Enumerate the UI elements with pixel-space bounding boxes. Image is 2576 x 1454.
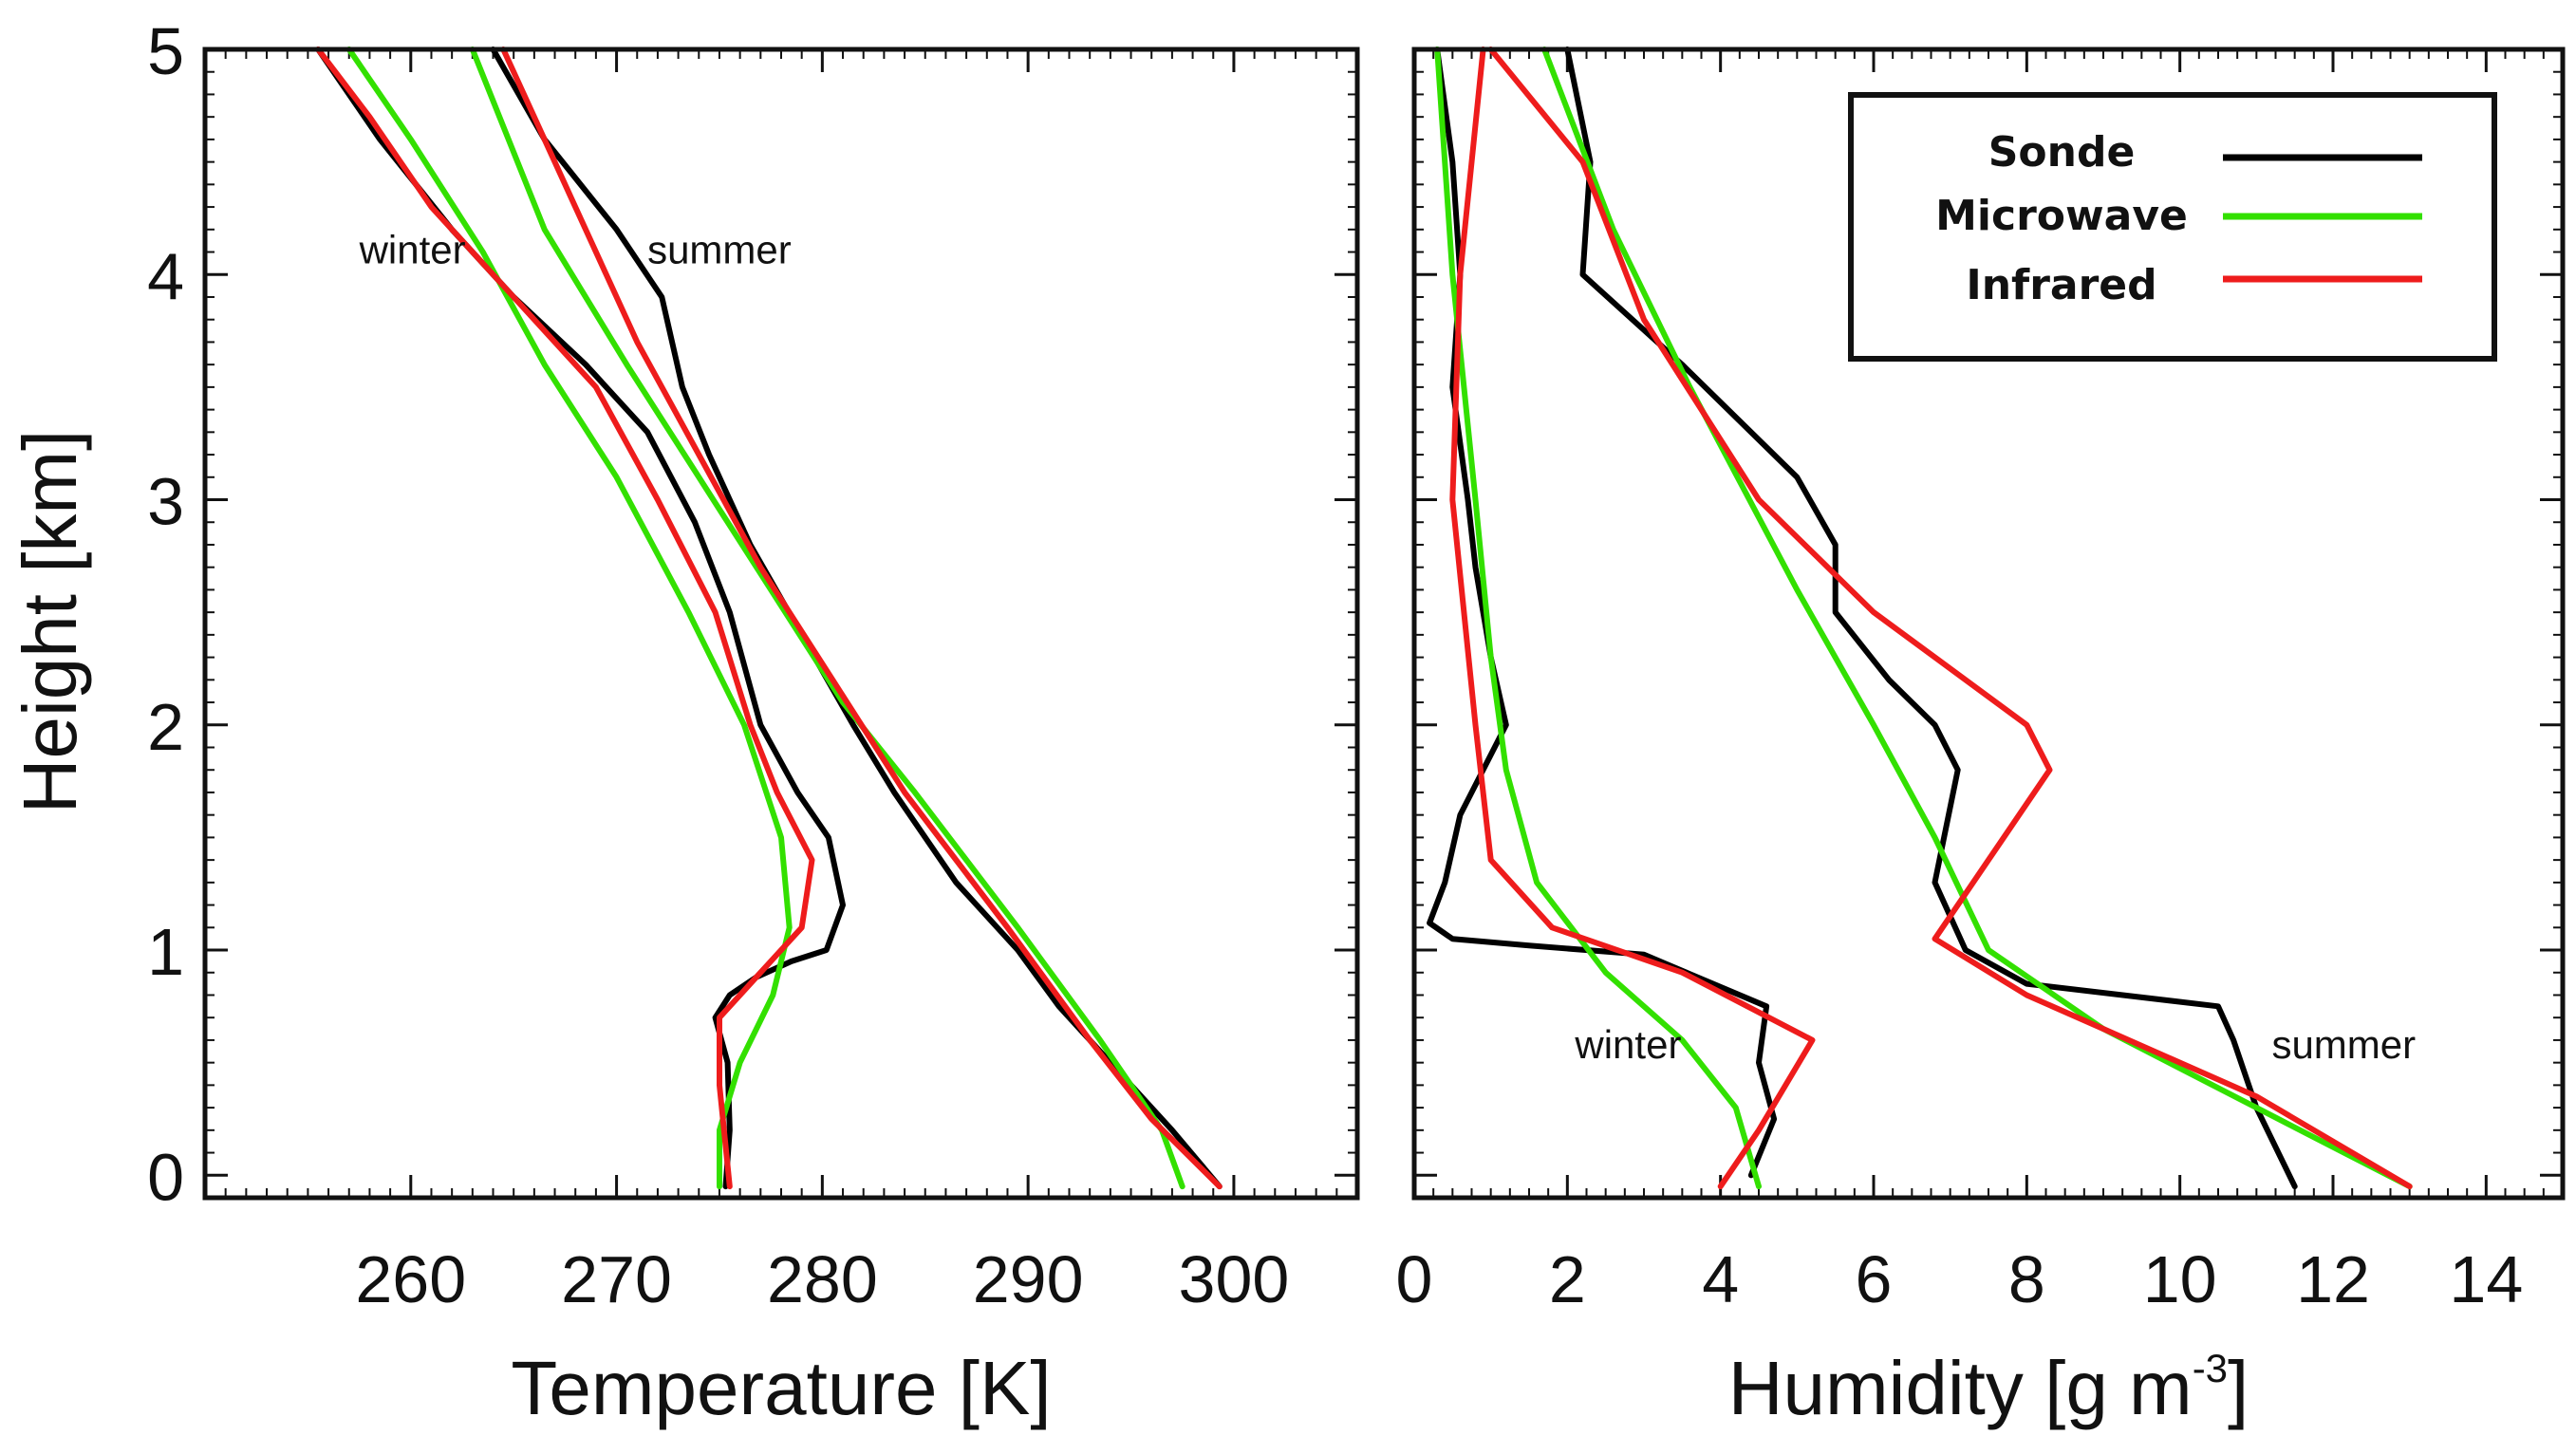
- temperature-x-tick-label: 280: [767, 1242, 878, 1316]
- humidity-summer-microwave-line: [1541, 47, 2413, 1190]
- humidity-summer-infrared-line: [1487, 47, 2413, 1190]
- legend-label-infrared: Infrared: [1966, 261, 2156, 309]
- temperature-axis-title: Temperature [K]: [511, 1346, 1051, 1430]
- humidity-axis-title-superscript: -3: [2193, 1346, 2228, 1390]
- humidity-summer-sonde-line: [1564, 47, 2298, 1190]
- temperature-x-tick-label: 260: [355, 1242, 466, 1316]
- humidity-x-tick-label: 2: [1549, 1242, 1586, 1316]
- temperature-y-tick-label: 5: [147, 14, 184, 88]
- humidity-x-tick-label: 4: [1702, 1242, 1739, 1316]
- temperature-ticks: [204, 47, 1358, 1198]
- temperature-summer-sonde-line: [490, 47, 1223, 1190]
- temperature-annotation-summer: summer: [647, 227, 792, 271]
- legend: Sonde Microwave Infrared: [1848, 92, 2497, 362]
- temperature-panel: 260 270 280 290 300 0 1 2 3 4 5 winter summer Tempe…: [8, 14, 1360, 1430]
- temperature-y-tick-label: 1: [147, 915, 184, 989]
- temperature-plot-frame: [202, 47, 1360, 1201]
- legend-box: [1848, 92, 2497, 362]
- humidity-axis-title-main: Humidity [g m: [1728, 1346, 2193, 1430]
- humidity-winter-microwave-line: [1434, 47, 1762, 1190]
- humidity-x-tick-label: 12: [2296, 1242, 2370, 1316]
- temperature-tick-labels: 260 270 280 290 300 0 1 2 3 4 5: [147, 14, 1289, 1316]
- temperature-annotation-winter: winter: [359, 227, 466, 271]
- legend-label-microwave: Microwave: [1935, 192, 2188, 240]
- humidity-tick-labels: 0 2 4 6 8 10 12 14: [1396, 1242, 2524, 1316]
- height-axis-title: Height [km]: [8, 430, 92, 814]
- temperature-x-tick-label: 290: [973, 1242, 1084, 1316]
- humidity-annotation-summer: summer: [2271, 1022, 2416, 1067]
- temperature-y-tick-label: 2: [147, 690, 184, 764]
- humidity-axis-title-suffix: ]: [2228, 1346, 2249, 1430]
- temperature-series: [315, 47, 1223, 1190]
- temperature-y-tick-label: 3: [147, 465, 184, 539]
- temperature-x-tick-label: 270: [561, 1242, 672, 1316]
- humidity-winter-sonde-line: [1427, 47, 1778, 1179]
- humidity-winter-infrared-line: [1449, 47, 1816, 1190]
- temperature-y-tick-label: 0: [147, 1140, 184, 1214]
- temperature-x-tick-label: 300: [1179, 1242, 1290, 1316]
- temperature-summer-infrared-line: [500, 47, 1223, 1190]
- humidity-x-tick-label: 6: [1856, 1242, 1893, 1316]
- legend-label-sonde: Sonde: [1988, 128, 2136, 177]
- temperature-y-tick-label: 4: [147, 239, 184, 313]
- humidity-plot-frame: [1411, 47, 2566, 1201]
- temperature-annotations: winter summer: [359, 227, 792, 271]
- humidity-axis-title: Humidity [g m-3]: [1728, 1346, 2249, 1430]
- humidity-x-tick-label: 14: [2449, 1242, 2523, 1316]
- temperature-winter-infrared-line: [315, 47, 815, 1190]
- humidity-x-tick-label: 0: [1396, 1242, 1433, 1316]
- temperature-summer-microwave-line: [469, 47, 1185, 1190]
- temperature-winter-microwave-line: [345, 47, 793, 1190]
- humidity-annotation-winter: winter: [1574, 1022, 1681, 1067]
- humidity-panel: 0 2 4 6 8 10 12 14 winter summer Humidity [g m-3…: [1396, 47, 2566, 1430]
- humidity-x-tick-label: 8: [2008, 1242, 2045, 1316]
- humidity-x-tick-label: 10: [2143, 1242, 2217, 1316]
- humidity-annotations: winter summer: [1574, 1022, 2416, 1067]
- humidity-series: [1427, 47, 2413, 1190]
